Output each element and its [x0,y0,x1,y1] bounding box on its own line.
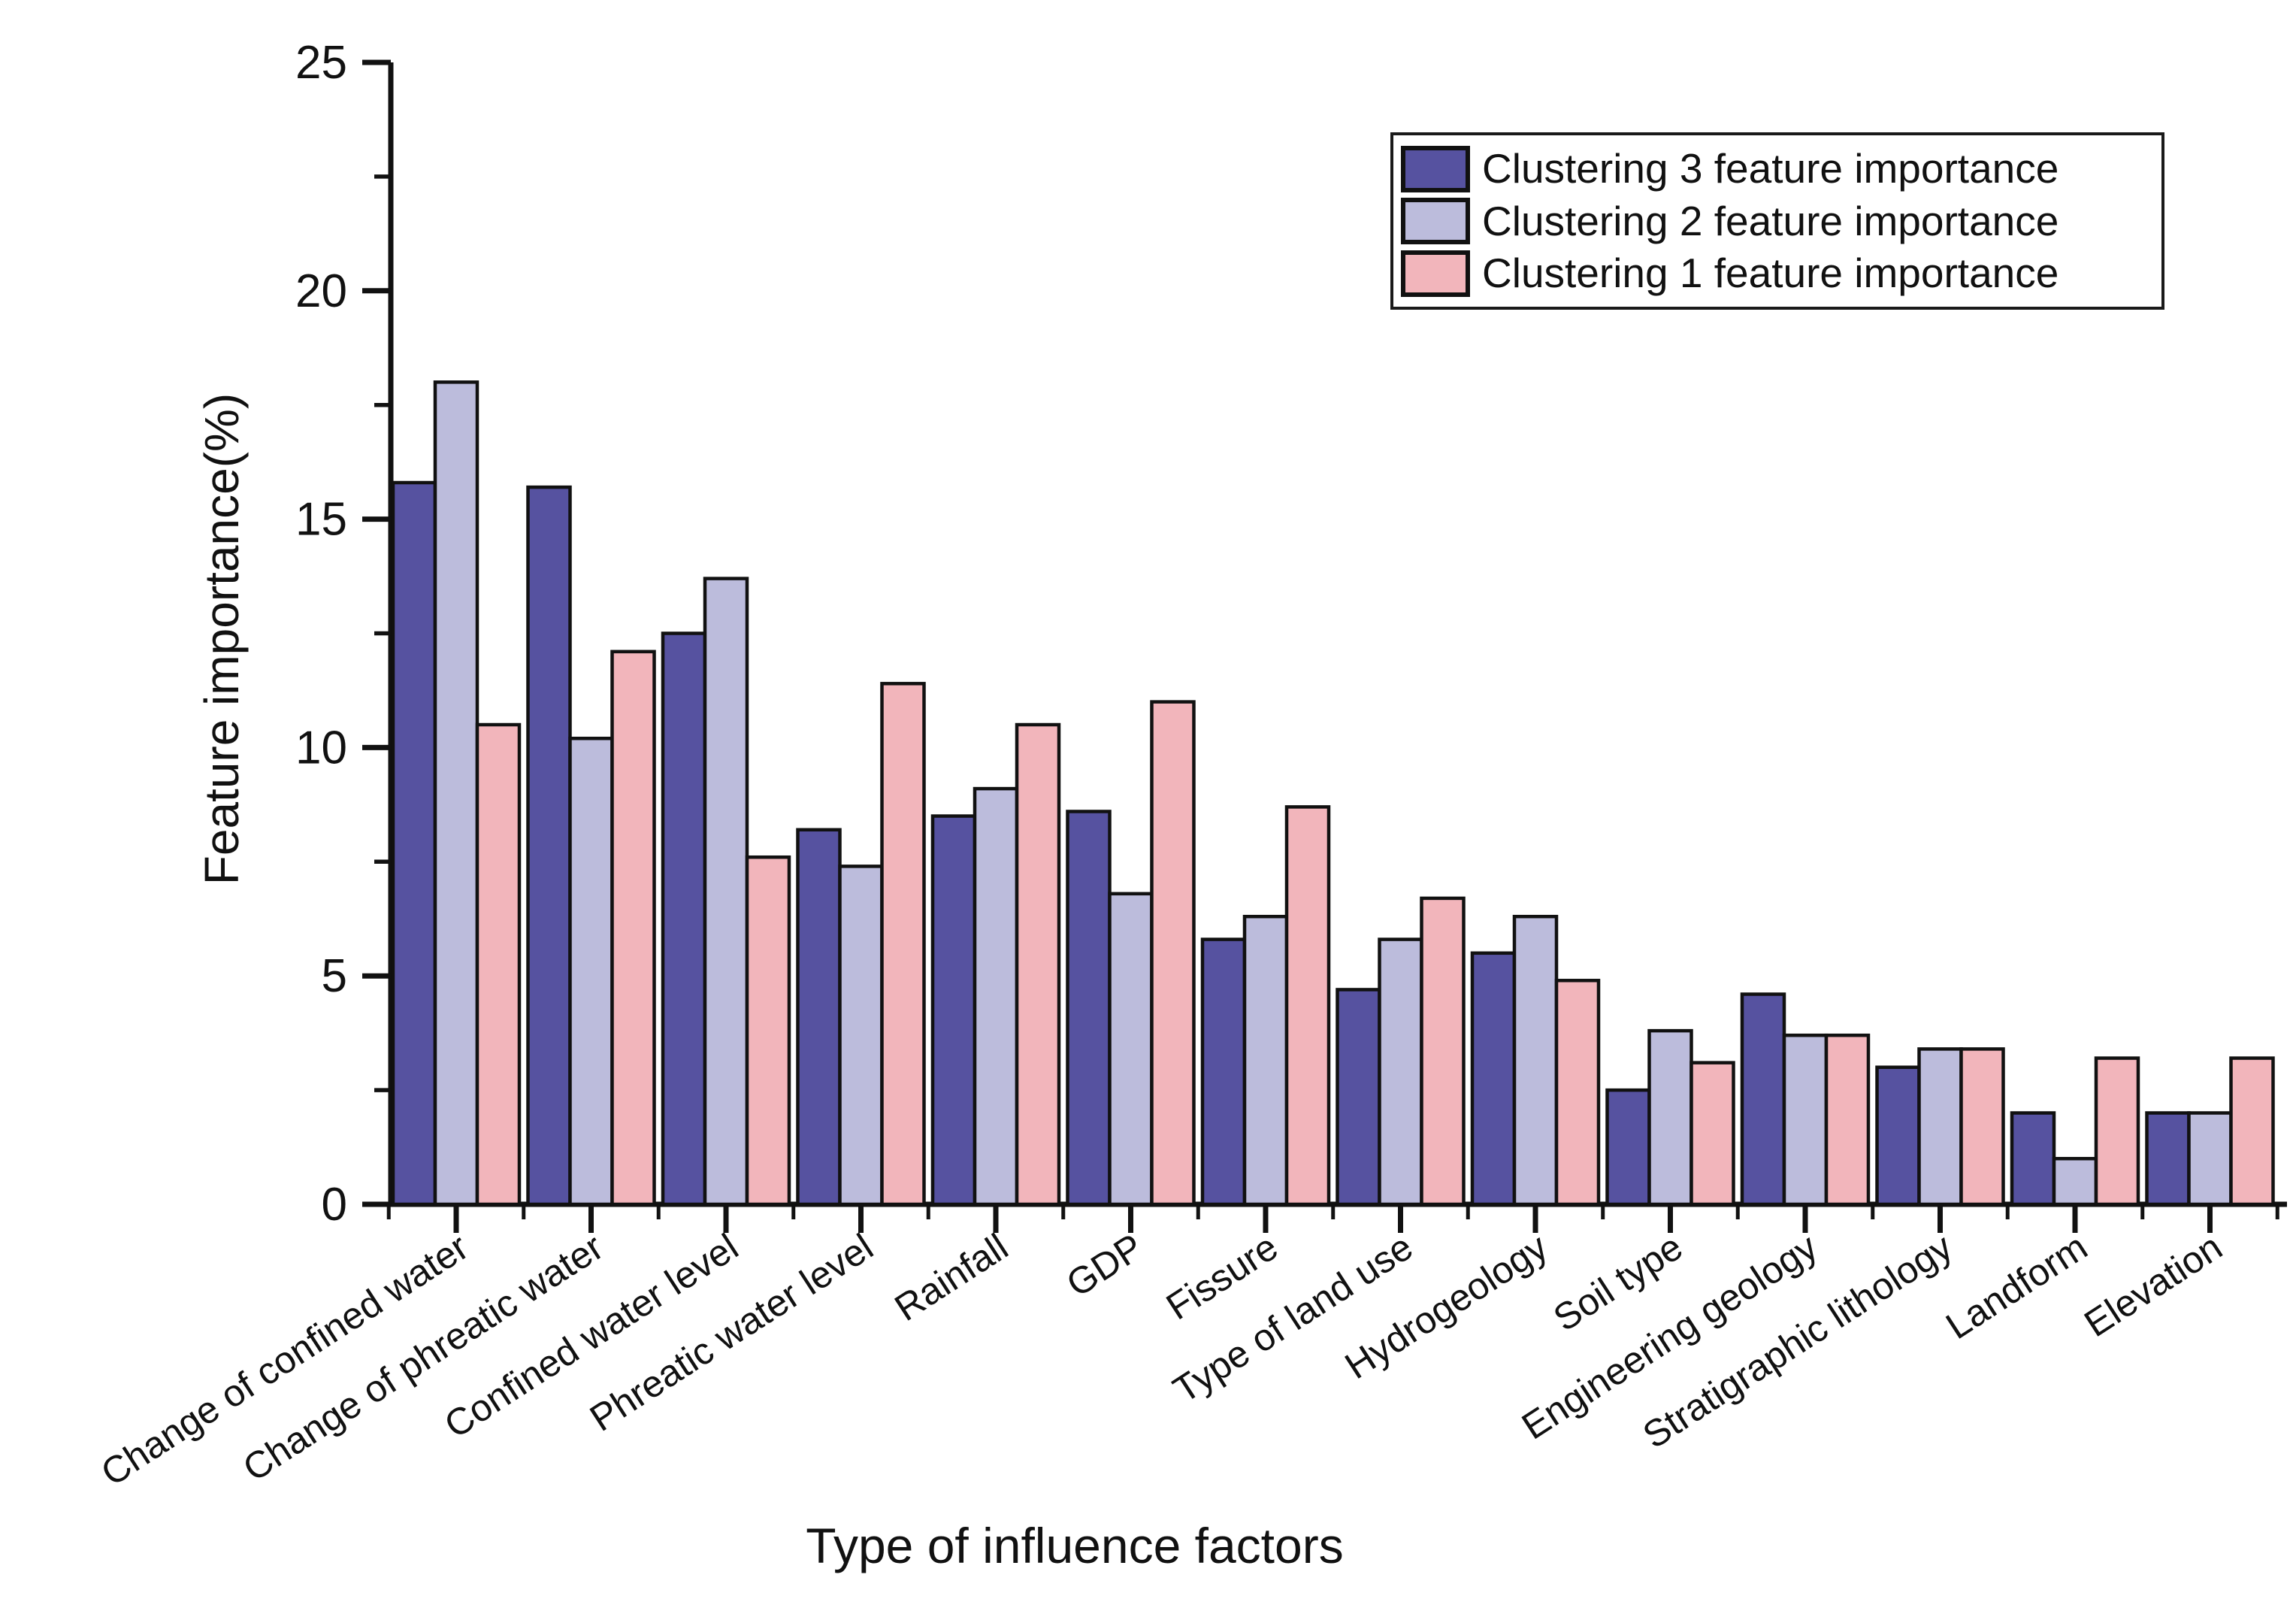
legend-swatch-clustering-2 [1401,198,1470,244]
bar [1108,892,1154,1207]
legend-swatch-clustering-3 [1401,145,1470,192]
bar [1284,805,1331,1207]
legend: Clustering 3 feature importance Clusteri… [1390,132,2164,310]
bar [1015,722,1061,1207]
bar [1336,988,1381,1207]
bar [1512,914,1559,1207]
bar [2052,1156,2098,1207]
bar [1066,810,1112,1207]
y-tick-label: 5 [322,950,347,1002]
legend-swatch-clustering-1 [1401,250,1470,297]
bar [973,786,1019,1207]
bar [475,722,522,1207]
bar [930,814,977,1207]
bar [433,380,479,1207]
bar [1242,914,1289,1207]
bar [2187,1111,2233,1207]
bar [2010,1111,2056,1207]
bar [703,577,749,1207]
legend-label: Clustering 3 feature importance [1482,145,2059,192]
bar [838,865,884,1207]
legend-label: Clustering 1 feature importance [1482,250,2059,296]
y-tick-label: 0 [322,1179,347,1231]
bar [2145,1111,2191,1207]
legend-label: Clustering 2 feature importance [1482,197,2059,244]
bar [745,855,791,1207]
legend-item: Clustering 2 feature importance [1401,198,2154,244]
bar [796,828,842,1207]
bar [1740,992,1786,1207]
bar [2229,1056,2275,1207]
x-axis-title: Type of influence factors [806,1518,1344,1573]
legend-item: Clustering 3 feature importance [1401,145,2154,192]
bar [880,682,926,1207]
x-category-label: Rainfall [888,1225,1015,1329]
bar [2094,1056,2140,1207]
bar [610,650,656,1207]
bar [1647,1028,1693,1207]
x-category-label: GDP [1059,1225,1150,1305]
y-tick-label: 25 [295,37,347,89]
bar [568,736,614,1207]
x-category-label: Landform [1938,1225,2095,1347]
bar [1917,1047,1963,1207]
x-category-label: Elevation [2077,1225,2229,1345]
bar [661,631,707,1207]
bar [1875,1065,1921,1207]
bar [1420,896,1466,1207]
bar [1200,937,1247,1207]
y-axis-title: Feature importance(%) [195,392,249,886]
bar [1605,1088,1651,1207]
bar [526,485,572,1207]
bar [1470,951,1517,1207]
bar [1824,1033,1871,1207]
legend-item: Clustering 1 feature importance [1401,250,2154,297]
y-tick-label: 15 [295,494,347,546]
bar [1554,979,1601,1207]
bar [391,480,437,1207]
y-tick-label: 10 [295,722,347,774]
y-tick-label: 20 [295,265,347,317]
bar [1378,937,1423,1207]
bar [1689,1061,1735,1207]
bar [1150,700,1196,1207]
bar [1782,1033,1829,1207]
x-category-label: Type of land use [1166,1225,1420,1411]
bar [1959,1047,2005,1207]
